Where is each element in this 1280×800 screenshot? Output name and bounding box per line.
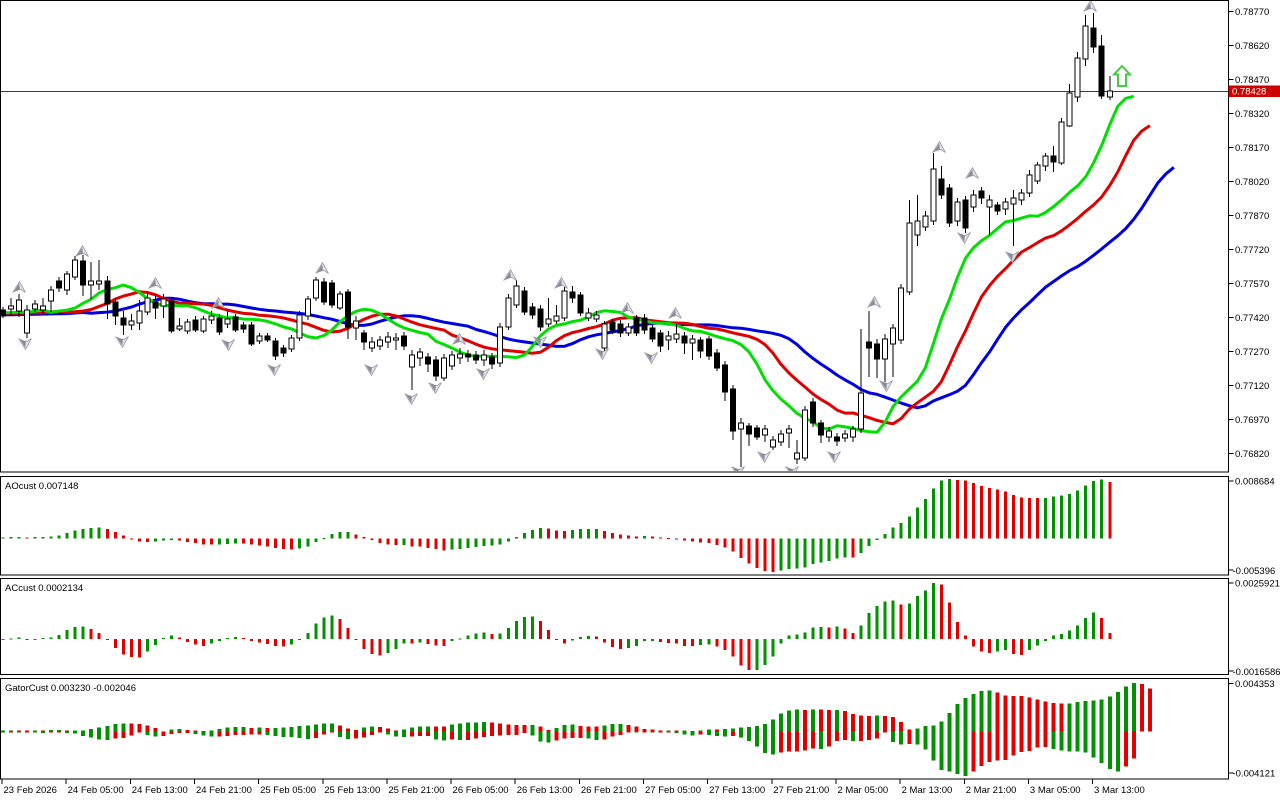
svg-text:0.78320: 0.78320 (1235, 109, 1269, 120)
svg-text:0.004353: 0.004353 (1235, 679, 1275, 690)
svg-text:0.78020: 0.78020 (1235, 177, 1269, 188)
svg-text:AOcust 0.007148: AOcust 0.007148 (5, 481, 78, 492)
svg-text:24 Feb 21:00: 24 Feb 21:00 (196, 785, 252, 796)
svg-text:-0.004121: -0.004121 (1233, 769, 1276, 780)
svg-text:26 Feb 05:00: 26 Feb 05:00 (453, 785, 509, 796)
svg-text:0.77870: 0.77870 (1235, 211, 1269, 222)
svg-text:-0.0016586: -0.0016586 (1233, 667, 1280, 678)
svg-text:0.78170: 0.78170 (1235, 143, 1269, 154)
svg-text:0.77420: 0.77420 (1235, 313, 1269, 324)
svg-text:0.78620: 0.78620 (1235, 41, 1269, 52)
svg-text:0.76820: 0.76820 (1235, 449, 1269, 460)
svg-text:24 Feb 05:00: 24 Feb 05:00 (68, 785, 124, 796)
svg-text:26 Feb 21:00: 26 Feb 21:00 (581, 785, 637, 796)
svg-text:0.008684: 0.008684 (1235, 477, 1275, 488)
svg-text:0.78770: 0.78770 (1235, 7, 1269, 18)
svg-text:0.77720: 0.77720 (1235, 245, 1269, 256)
svg-text:3 Mar 13:00: 3 Mar 13:00 (1094, 785, 1145, 796)
svg-text:27 Feb 05:00: 27 Feb 05:00 (645, 785, 701, 796)
svg-text:0.78428: 0.78428 (1232, 87, 1266, 98)
svg-text:25 Feb 05:00: 25 Feb 05:00 (260, 785, 316, 796)
svg-text:-0.005396: -0.005396 (1233, 566, 1276, 577)
svg-text:27 Feb 13:00: 27 Feb 13:00 (709, 785, 765, 796)
svg-text:2 Mar 13:00: 2 Mar 13:00 (902, 785, 953, 796)
svg-text:0.77570: 0.77570 (1235, 279, 1269, 290)
svg-text:ACcust 0.0002134: ACcust 0.0002134 (5, 583, 83, 594)
svg-text:0.77270: 0.77270 (1235, 347, 1269, 358)
svg-text:3 Mar 05:00: 3 Mar 05:00 (1030, 785, 1081, 796)
svg-text:0.76970: 0.76970 (1235, 415, 1269, 426)
svg-text:26 Feb 13:00: 26 Feb 13:00 (517, 785, 573, 796)
svg-text:27 Feb 21:00: 27 Feb 21:00 (773, 785, 829, 796)
svg-text:0.0025921: 0.0025921 (1235, 579, 1280, 590)
svg-text:2 Mar 05:00: 2 Mar 05:00 (837, 785, 888, 796)
svg-text:0.78470: 0.78470 (1235, 75, 1269, 86)
svg-text:24 Feb 13:00: 24 Feb 13:00 (132, 785, 188, 796)
svg-text:2 Mar 21:00: 2 Mar 21:00 (966, 785, 1017, 796)
svg-text:0.77120: 0.77120 (1235, 381, 1269, 392)
svg-text:25 Feb 13:00: 25 Feb 13:00 (324, 785, 380, 796)
svg-text:23 Feb 2026: 23 Feb 2026 (4, 785, 57, 796)
svg-text:25 Feb 21:00: 25 Feb 21:00 (388, 785, 444, 796)
svg-text:GatorCust 0.003230 -0.002046: GatorCust 0.003230 -0.002046 (5, 683, 136, 694)
